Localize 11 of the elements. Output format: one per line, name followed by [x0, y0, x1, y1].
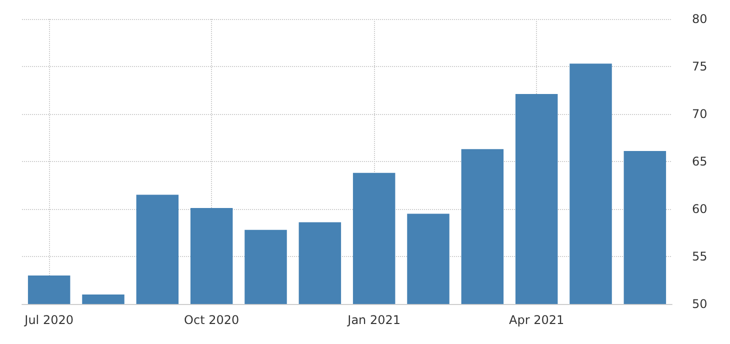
y-tick-label: 80: [692, 12, 708, 26]
y-tick-label: 60: [692, 202, 708, 216]
x-tick-label: Jan 2021: [346, 313, 401, 327]
x-tick-label: Apr 2021: [509, 313, 564, 327]
y-tick-label: 75: [692, 60, 708, 74]
y-tick-label: 55: [692, 250, 708, 264]
y-tick-label: 65: [692, 154, 708, 168]
y-tick-label: 70: [692, 107, 708, 121]
x-tick-label: Jul 2020: [24, 313, 74, 327]
y-tick-label: 50: [692, 297, 708, 311]
x-tick-label: Oct 2020: [184, 313, 240, 327]
